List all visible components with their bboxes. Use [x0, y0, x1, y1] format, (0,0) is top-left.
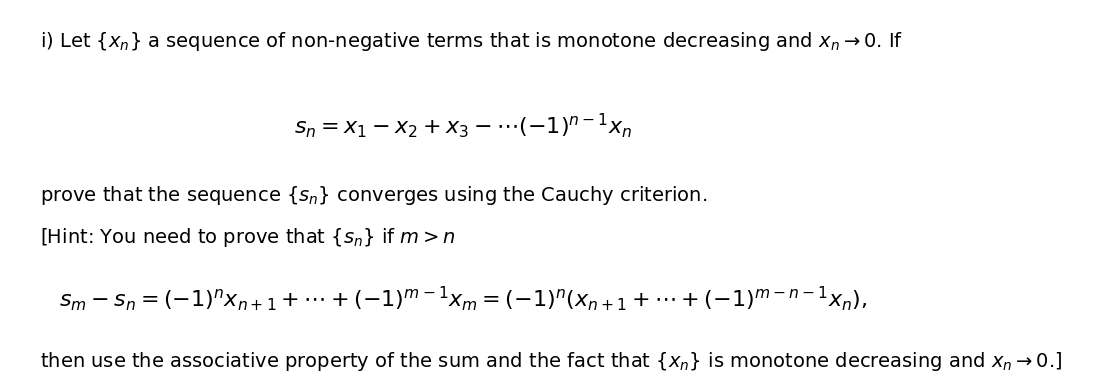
Text: then use the associative property of the sum and the fact that $\{x_n\}$ is mono: then use the associative property of the…	[39, 350, 1062, 373]
Text: i) Let $\{x_n\}$ a sequence of non-negative terms that is monotone decreasing an: i) Let $\{x_n\}$ a sequence of non-negat…	[39, 30, 903, 53]
Text: $s_n = x_1 - x_2 + x_3 - \cdots(-1)^{n-1}x_n$: $s_n = x_1 - x_2 + x_3 - \cdots(-1)^{n-1…	[294, 111, 632, 140]
Text: $s_m - s_n = (-1)^n x_{n+1} + \cdots + (-1)^{m-1}x_m = (-1)^n(x_{n+1} + \cdots +: $s_m - s_n = (-1)^n x_{n+1} + \cdots + (…	[59, 284, 867, 313]
Text: [Hint: You need to prove that $\{s_n\}$ if $m > n$: [Hint: You need to prove that $\{s_n\}$ …	[39, 226, 456, 249]
Text: prove that the sequence $\{s_n\}$ converges using the Cauchy criterion.: prove that the sequence $\{s_n\}$ conver…	[39, 184, 707, 207]
